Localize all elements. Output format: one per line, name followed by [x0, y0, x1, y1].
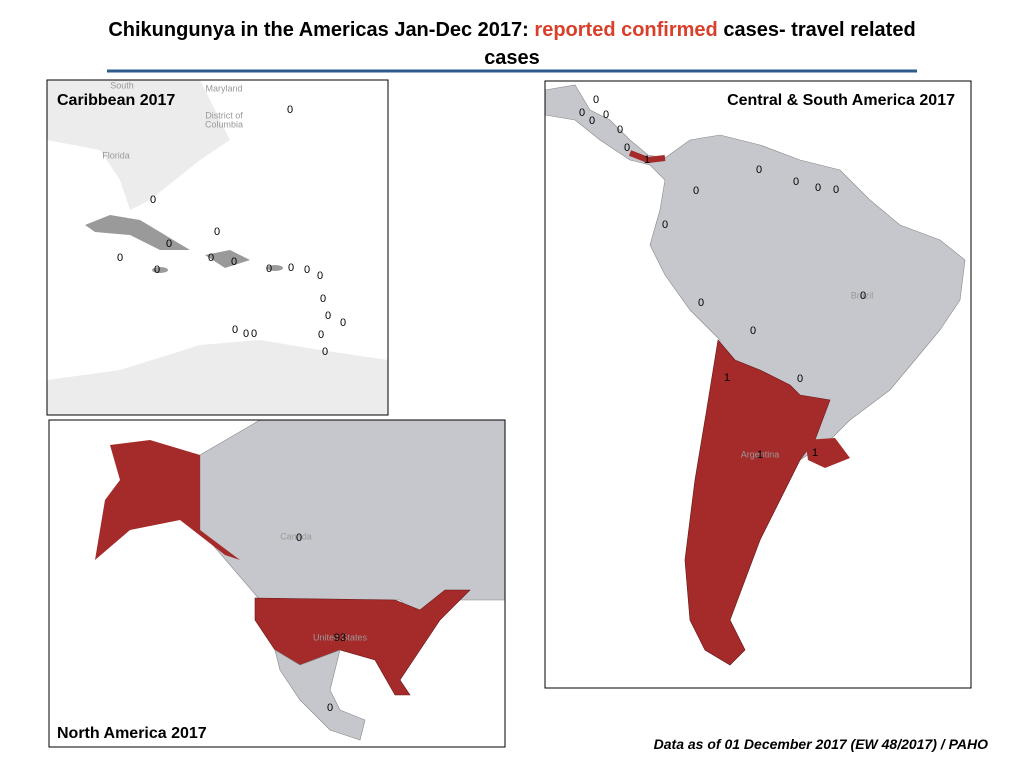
case-count: 0	[232, 324, 238, 336]
case-count: 0	[231, 256, 237, 268]
case-count: 0	[304, 264, 310, 276]
panel-title: Caribbean 2017	[57, 92, 175, 109]
caribbean-map	[47, 80, 388, 415]
panel-title: North America 2017	[57, 725, 207, 742]
case-count: 0	[251, 328, 257, 340]
panel-title: Central & South America 2017	[727, 92, 955, 109]
case-count: 0	[327, 702, 333, 714]
case-count: 0	[815, 182, 821, 194]
panel-frame	[46, 79, 389, 416]
place-label: Argentina	[741, 449, 780, 459]
title-highlight: reported confirmed	[534, 19, 717, 41]
title-lead: Chikungunya in the Americas Jan-Dec 2017…	[108, 19, 529, 41]
case-count: 0	[317, 270, 323, 282]
case-count: 0	[166, 238, 172, 250]
place-label: Maryland	[205, 83, 242, 93]
title-tail: cases- travel related	[723, 19, 915, 41]
case-count: 0	[693, 185, 699, 197]
case-count: 0	[318, 329, 324, 341]
case-count: 0	[617, 124, 623, 136]
case-count: 0	[624, 142, 630, 154]
case-count: 0	[340, 317, 346, 329]
case-count: 0	[797, 373, 803, 385]
case-count: 0	[320, 293, 326, 305]
case-count: 0	[266, 263, 272, 275]
north-america-map	[49, 420, 505, 747]
case-count: 0	[243, 328, 249, 340]
south-america-map	[545, 81, 971, 688]
place-label: South	[110, 80, 134, 90]
case-count: 0	[793, 176, 799, 188]
panel-frame	[48, 419, 506, 748]
case-count: 0	[589, 115, 595, 127]
case-count: 0	[603, 109, 609, 121]
case-count: 0	[750, 325, 756, 337]
case-count: 0	[322, 346, 328, 358]
case-count: 0	[860, 290, 866, 302]
case-count: 0	[593, 94, 599, 106]
case-count: 0	[117, 252, 123, 264]
place-label: Brazil	[851, 290, 874, 300]
place-label: Columbia	[205, 119, 243, 129]
title-line-1: Chikungunya in the Americas Jan-Dec 2017…	[108, 19, 915, 41]
case-count: 0	[325, 310, 331, 322]
case-count: 0	[154, 264, 160, 276]
place-label: United States	[313, 632, 368, 642]
case-count: 1	[812, 447, 818, 459]
case-count: 0	[756, 164, 762, 176]
case-count: 0	[208, 252, 214, 264]
panel-frame	[544, 80, 972, 689]
case-count: 0	[833, 184, 839, 196]
case-count: 0	[579, 107, 585, 119]
footnote: Data as of 01 December 2017 (EW 48/2017)…	[654, 736, 988, 752]
place-label: Florida	[102, 150, 130, 160]
case-count: 0	[662, 219, 668, 231]
case-count: 0	[288, 262, 294, 274]
case-count: 0	[150, 194, 156, 206]
place-label: District of	[205, 110, 243, 120]
title-line-2: cases	[484, 47, 540, 69]
case-count: 1	[757, 449, 763, 461]
case-count: 0	[698, 297, 704, 309]
case-count: 1	[724, 372, 730, 384]
place-label: Canada	[280, 531, 312, 541]
case-count: 1	[644, 154, 650, 166]
case-count: 93	[334, 632, 346, 644]
case-count: 0	[287, 104, 293, 116]
case-count: 0	[296, 532, 302, 544]
case-count: 0	[214, 226, 220, 238]
